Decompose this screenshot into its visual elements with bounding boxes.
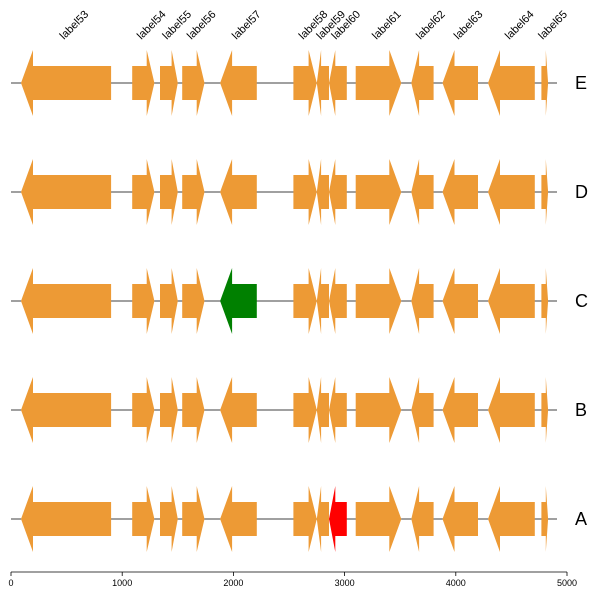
gene-arrow-label64-track-C [488,268,535,334]
gene-arrow-label64-track-E [488,50,535,116]
gene-arrow-label63-track-B [443,377,479,443]
gene-arrow-label61-track-E [356,50,402,116]
gene-arrow-label60-track-C [329,268,347,334]
track-label-B: B [575,400,587,420]
gene-arrow-label59-track-C [317,268,329,334]
x-tick-label-2000: 2000 [223,578,243,588]
gene-arrow-label58-track-C [293,268,316,334]
gene-arrow-label64-track-A [488,486,535,552]
gene-arrow-label55-track-C [160,268,178,334]
gene-arrow-label59-track-A [317,486,329,552]
track-label-D: D [575,182,588,202]
gene-arrow-label63-track-C [443,268,479,334]
gene-label-label61: label61 [370,9,404,43]
gene-arrow-label65-track-E [541,50,548,116]
gene-arrow-label54-track-E [132,50,154,116]
track-label-A: A [575,509,587,529]
gene-arrow-label56-track-B [182,377,204,443]
gene-arrow-label60-track-D [329,159,347,225]
x-tick-label-1000: 1000 [112,578,132,588]
gene-label-label62: label62 [414,9,448,43]
track-label-C: C [575,291,588,311]
gene-arrow-label56-track-C [182,268,204,334]
gene-arrow-label60-track-E [329,50,347,116]
x-tick-label-3000: 3000 [335,578,355,588]
gene-arrow-label55-track-A [160,486,178,552]
gene-label-label57: label57 [230,9,264,43]
gene-arrow-label63-track-E [443,50,479,116]
gene-arrow-label53-track-C [21,268,111,334]
gene-arrow-label57-track-C [220,268,257,334]
gene-arrow-label65-track-C [541,268,548,334]
gene-arrow-label56-track-D [182,159,204,225]
x-tick-label-4000: 4000 [446,578,466,588]
gene-arrow-label57-track-D [220,159,257,225]
gene-arrow-label59-track-D [317,159,329,225]
gene-arrow-label64-track-D [488,159,535,225]
gene-arrow-label64-track-B [488,377,535,443]
gene-arrow-label58-track-D [293,159,316,225]
track-label-E: E [575,73,587,93]
gene-arrow-label55-track-B [160,377,178,443]
x-tick-label-5000: 5000 [557,578,577,588]
gene-arrow-label55-track-D [160,159,178,225]
gene-arrow-label53-track-E [21,50,111,116]
gene-arrow-label57-track-E [220,50,257,116]
gene-arrow-label53-track-A [21,486,111,552]
gene-arrow-label58-track-E [293,50,316,116]
gene-arrow-label57-track-B [220,377,257,443]
gene-arrow-label62-track-D [411,159,433,225]
gene-arrow-label58-track-B [293,377,316,443]
gene-arrow-label61-track-A [356,486,402,552]
gene-arrow-label54-track-C [132,268,154,334]
x-tick-label-0: 0 [8,578,13,588]
gene-arrow-label60-track-B [329,377,347,443]
gene-arrow-label62-track-C [411,268,433,334]
gene-arrow-label54-track-A [132,486,154,552]
gene-arrow-label63-track-A [443,486,479,552]
gene-arrow-label55-track-E [160,50,178,116]
gene-arrow-label61-track-C [356,268,402,334]
gene-arrow-label54-track-B [132,377,154,443]
gene-arrow-label54-track-D [132,159,154,225]
gene-arrow-label59-track-E [317,50,329,116]
gene-arrow-label57-track-A [220,486,257,552]
gene-arrow-label65-track-D [541,159,548,225]
gene-arrow-label56-track-A [182,486,204,552]
gene-arrow-label53-track-D [21,159,111,225]
gene-arrow-label58-track-A [293,486,316,552]
gene-arrow-label53-track-B [21,377,111,443]
gene-arrow-label62-track-E [411,50,433,116]
gene-arrow-label62-track-B [411,377,433,443]
gene-arrow-label59-track-B [317,377,329,443]
gene-arrow-label61-track-D [356,159,402,225]
gene-arrow-label56-track-E [182,50,204,116]
gene-label-label65: label65 [536,9,570,43]
gene-arrow-label60-track-A [329,486,347,552]
gene-arrow-label63-track-D [443,159,479,225]
gene-label-label53: label53 [58,9,92,43]
gene-label-label63: label63 [452,9,486,43]
gene-label-label64: label64 [503,9,537,43]
gene-arrow-label61-track-B [356,377,402,443]
gene-arrow-label65-track-A [541,486,548,552]
gene-arrow-label65-track-B [541,377,548,443]
gene-arrow-label62-track-A [411,486,433,552]
